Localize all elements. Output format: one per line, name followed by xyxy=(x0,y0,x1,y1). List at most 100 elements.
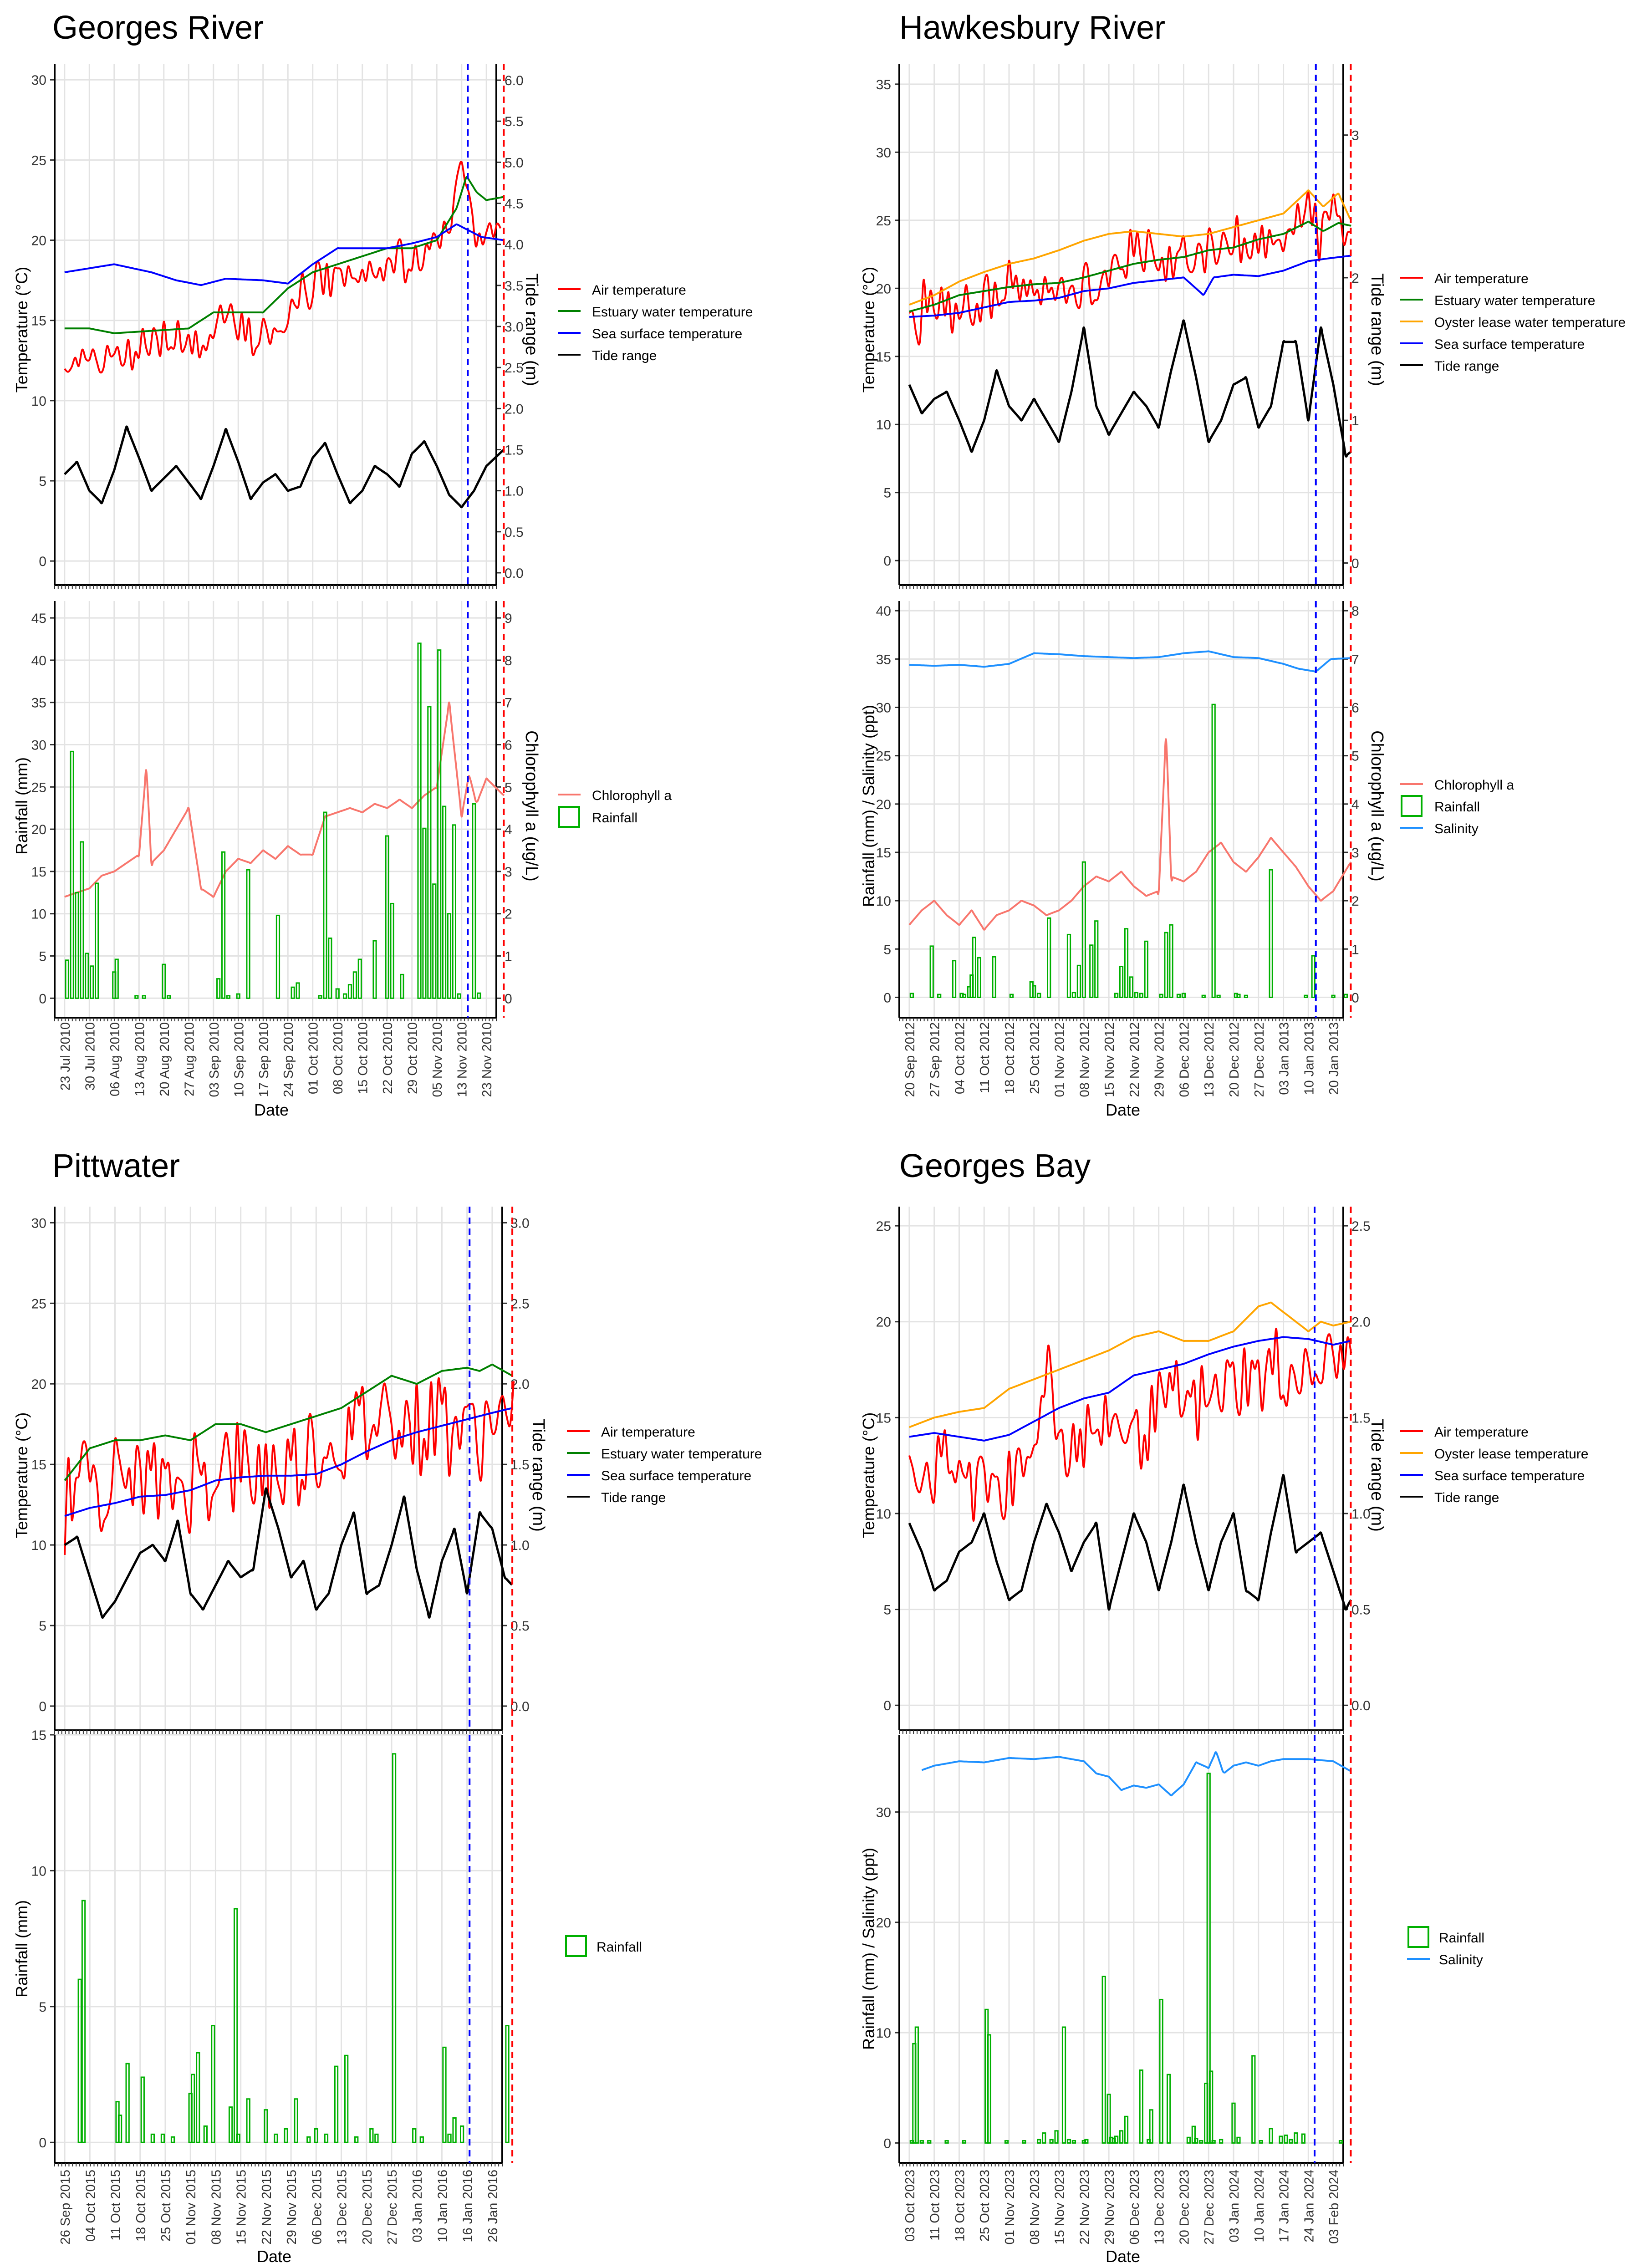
x-tick-label: 18 Oct 2015 xyxy=(134,2170,148,2242)
x-tick-label: 11 Oct 2012 xyxy=(978,1022,992,1093)
rainfall-bar xyxy=(914,2026,919,2144)
y-tick-label: 20 xyxy=(876,1315,891,1330)
legend-bottom: Rainfall xyxy=(565,1935,642,1957)
rainfall-bar xyxy=(1037,2139,1041,2144)
rainfall-bar xyxy=(228,2106,233,2143)
rainfall-bar xyxy=(344,2054,349,2143)
y2-tick-label: 1 xyxy=(1351,413,1359,428)
y-tick-label: 10 xyxy=(31,1864,46,1879)
series-line xyxy=(64,160,502,374)
rainfall-bar xyxy=(1211,703,1216,998)
rainfall-bar xyxy=(1169,924,1173,998)
y-tick-label: 15 xyxy=(31,865,46,880)
rainfall-bar xyxy=(142,995,146,999)
y-tick-label: 0 xyxy=(883,990,891,1005)
legend-label: Tide range xyxy=(601,1490,666,1505)
y-axis-title-top: Temperature (°C) xyxy=(12,267,31,392)
y-tick-label: 10 xyxy=(876,894,891,909)
rainfall-bar xyxy=(114,958,119,999)
y-tick-label: 35 xyxy=(876,77,891,92)
legend-bottom: Chlorophyll a Rainfall xyxy=(558,788,672,828)
y2-tick-label: 3.0 xyxy=(505,320,524,335)
x-tick-label: 18 Oct 2023 xyxy=(953,2170,968,2242)
x-tick-label: 08 Oct 2010 xyxy=(331,1022,346,1094)
panel-pittwater: Pittwater 0510152025300.00.51.01.52.02.5… xyxy=(12,1148,762,2266)
series-line xyxy=(909,255,1351,318)
y-tick-label: 20 xyxy=(31,234,46,249)
rainfall-bar xyxy=(909,993,914,998)
rainfall-bar xyxy=(452,824,456,999)
x-tick-label: 03 Jan 2013 xyxy=(1277,1022,1292,1095)
rainfall-bar xyxy=(1139,2069,1143,2144)
rainfall-bar xyxy=(390,902,394,999)
y-tick-label: 10 xyxy=(31,1538,46,1553)
x-tick-label: 11 Oct 2023 xyxy=(928,2170,943,2241)
rainfall-bar xyxy=(1047,917,1051,998)
rainfall-bar xyxy=(412,2128,417,2143)
y-tick-label: 35 xyxy=(876,652,891,667)
y2-tick-label: 0.0 xyxy=(1351,1698,1371,1713)
rainfall-bar xyxy=(987,2034,991,2144)
rainfall-bar xyxy=(385,835,389,999)
x-tick-label: 10 Sep 2010 xyxy=(232,1022,246,1097)
panel-title: Pittwater xyxy=(52,1148,180,1184)
y2-tick-label: 1.5 xyxy=(510,1458,530,1473)
x-tick-label: 06 Dec 2023 xyxy=(1127,2170,1142,2244)
y-tick-label: 20 xyxy=(31,1377,46,1392)
rainfall-bar xyxy=(417,642,422,999)
rainfall-bar xyxy=(1114,2135,1119,2144)
y2-tick-label: 0.5 xyxy=(510,1619,530,1634)
y-tick-label: 15 xyxy=(876,350,891,365)
rainfall-bar xyxy=(477,992,481,999)
y-tick-label: 30 xyxy=(31,738,46,753)
y-axis-title-bottom: Rainfall (mm) xyxy=(12,757,31,855)
y-tick-label: 25 xyxy=(876,214,891,229)
y-tick-label: 0 xyxy=(39,554,46,569)
x-tick-label: 03 Jan 2024 xyxy=(1227,2170,1242,2243)
rainfall-bar xyxy=(275,914,280,999)
rainfall-bar xyxy=(134,995,139,999)
y-tick-label: 35 xyxy=(31,696,46,711)
y2-tick-label: 5.0 xyxy=(505,155,524,170)
y-tick-label: 0 xyxy=(39,1699,46,1714)
x-tick-label: 15 Nov 2023 xyxy=(1053,2170,1067,2244)
x-axis-title: Date xyxy=(1106,1101,1140,1119)
y2-tick-label: 0 xyxy=(1351,990,1359,1005)
series-line xyxy=(909,220,1351,313)
x-tick-label: 13 Aug 2010 xyxy=(133,1022,147,1096)
rainfall-bar xyxy=(1071,992,1076,998)
rainfall-bar xyxy=(472,803,476,999)
x-tick-label: 15 Oct 2010 xyxy=(356,1022,371,1094)
legend-bottom: Rainfall Salinity xyxy=(1407,1926,1484,1967)
x-tick-label: 13 Dec 2015 xyxy=(335,2170,350,2244)
rainfall-bar xyxy=(1211,2140,1216,2144)
x-tick-label: 29 Nov 2015 xyxy=(285,2170,299,2244)
legend-label: Oyster lease temperature xyxy=(1434,1447,1588,1462)
rainfall-bar xyxy=(1206,1773,1211,2144)
rainfall-bar xyxy=(937,994,942,998)
rainfall-bar xyxy=(1199,2140,1203,2144)
y2-tick-label: 0 xyxy=(505,991,512,1006)
rainfall-bar xyxy=(233,1908,238,2143)
rainfall-bar xyxy=(1164,932,1168,998)
top-plot: 0 5 10 15 20 25 30 0.0 0.5 1.0 1.5 2.0 2.5 3.0 3.5 4.0 4… xyxy=(31,64,524,589)
x-tick-label: 27 Sep 2012 xyxy=(928,1022,943,1097)
x-tick-label: 25 Oct 2015 xyxy=(159,2170,173,2242)
rainfall-bar xyxy=(427,706,432,999)
rainfall-bar xyxy=(1061,2026,1066,2144)
rainfall-bar xyxy=(1304,994,1308,998)
rainfall-bar xyxy=(246,869,250,999)
y-tick-label: 20 xyxy=(31,822,46,837)
rainfall-bar xyxy=(1049,2139,1054,2144)
rainfall-bar xyxy=(246,2098,250,2143)
legend-label: Chlorophyll a xyxy=(1434,778,1514,793)
y2-tick-label: 3 xyxy=(505,865,512,880)
x-tick-label: 03 Oct 2023 xyxy=(903,2170,918,2242)
rainfall-bar xyxy=(1009,994,1014,998)
rainfall-bar xyxy=(457,993,461,999)
y2-tick-label: 9 xyxy=(505,611,512,626)
y2-tick-label: 2.5 xyxy=(510,1296,530,1311)
y-axis-title-top: Temperature (°C) xyxy=(859,267,878,392)
rainfall-bar xyxy=(90,965,94,999)
legend-label: Chlorophyll a xyxy=(592,788,672,803)
